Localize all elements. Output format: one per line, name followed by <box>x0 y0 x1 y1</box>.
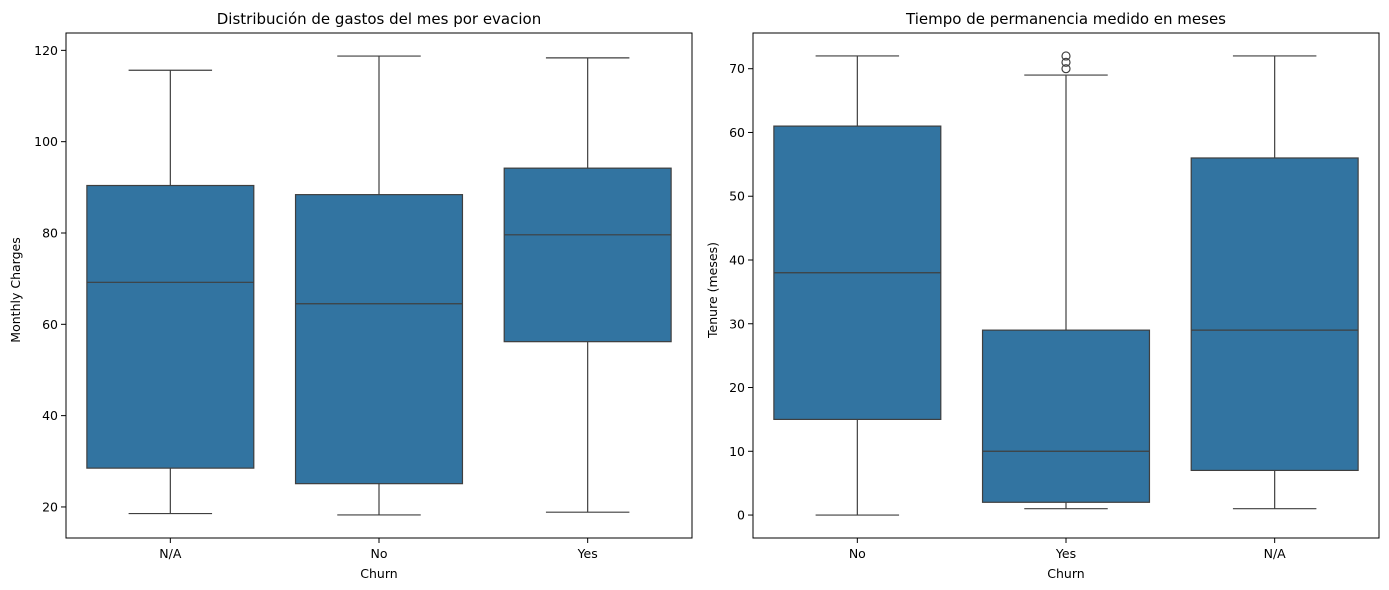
right-chart-boxes <box>773 51 1359 516</box>
right-chart-y-tick-label: 40 <box>729 252 745 267</box>
right-chart-y-tick-label: 20 <box>729 380 745 395</box>
right-chart-x-tick-label: No <box>849 546 866 561</box>
left-chart-y-tick-label: 80 <box>42 225 58 240</box>
left-chart: Distribución de gastos del mes por evaci… <box>8 10 693 581</box>
right-chart-x-tick-label: N/A <box>1264 546 1287 561</box>
right-chart-y-tick-label: 0 <box>737 508 745 523</box>
right-chart-y-tick-label: 60 <box>729 125 745 140</box>
iqr-box <box>981 329 1151 503</box>
right-chart-x-label: Churn <box>1047 566 1084 581</box>
right-chart: Tiempo de permanencia medido en meses Ch… <box>705 10 1380 581</box>
right-chart-box-group <box>773 55 942 516</box>
right-chart-y-label: Tenure (meses) <box>705 242 720 339</box>
iqr-box <box>294 194 464 485</box>
iqr-box <box>503 167 672 343</box>
left-chart-y-axis: 20 40 60 80 100 120 <box>34 43 66 514</box>
left-chart-y-tick-label: 40 <box>42 408 58 423</box>
right-chart-y-tick-label: 10 <box>729 444 745 459</box>
right-chart-x-axis: No Yes N/A <box>849 538 1286 561</box>
left-chart-x-tick-label: Yes <box>577 546 598 561</box>
right-chart-y-tick-label: 70 <box>729 61 745 76</box>
left-chart-box-group <box>294 55 464 516</box>
outlier-point <box>1061 51 1071 61</box>
outlier-point <box>1061 57 1071 67</box>
iqr-box <box>1190 157 1359 472</box>
left-chart-boxes <box>86 55 672 516</box>
left-chart-x-label: Churn <box>360 566 397 581</box>
left-chart-box-group <box>503 57 672 513</box>
left-chart-y-tick-label: 60 <box>42 317 58 332</box>
outlier-point <box>1061 64 1071 74</box>
right-chart-y-tick-label: 30 <box>729 316 745 331</box>
iqr-box <box>86 184 255 469</box>
left-chart-y-label: Monthly Charges <box>8 237 23 342</box>
right-chart-y-tick-label: 50 <box>729 189 745 204</box>
left-chart-title: Distribución de gastos del mes por evaci… <box>217 10 541 28</box>
left-chart-box-group <box>86 69 255 515</box>
left-chart-y-tick-label: 120 <box>34 43 58 58</box>
left-chart-x-axis: N/A No Yes <box>159 538 598 561</box>
right-chart-box-group <box>1190 55 1359 510</box>
right-chart-frame <box>752 32 1380 539</box>
right-chart-x-tick-label: Yes <box>1055 546 1076 561</box>
right-chart-box-group <box>981 51 1151 510</box>
left-chart-frame <box>65 32 693 539</box>
left-chart-y-tick-label: 100 <box>34 134 58 149</box>
left-chart-y-tick-label: 20 <box>42 499 58 514</box>
left-chart-x-tick-label: No <box>371 546 388 561</box>
left-chart-x-tick-label: N/A <box>159 546 182 561</box>
right-chart-y-axis: 0 10 20 30 40 50 60 70 <box>729 61 753 523</box>
right-chart-title: Tiempo de permanencia medido en meses <box>905 10 1226 28</box>
